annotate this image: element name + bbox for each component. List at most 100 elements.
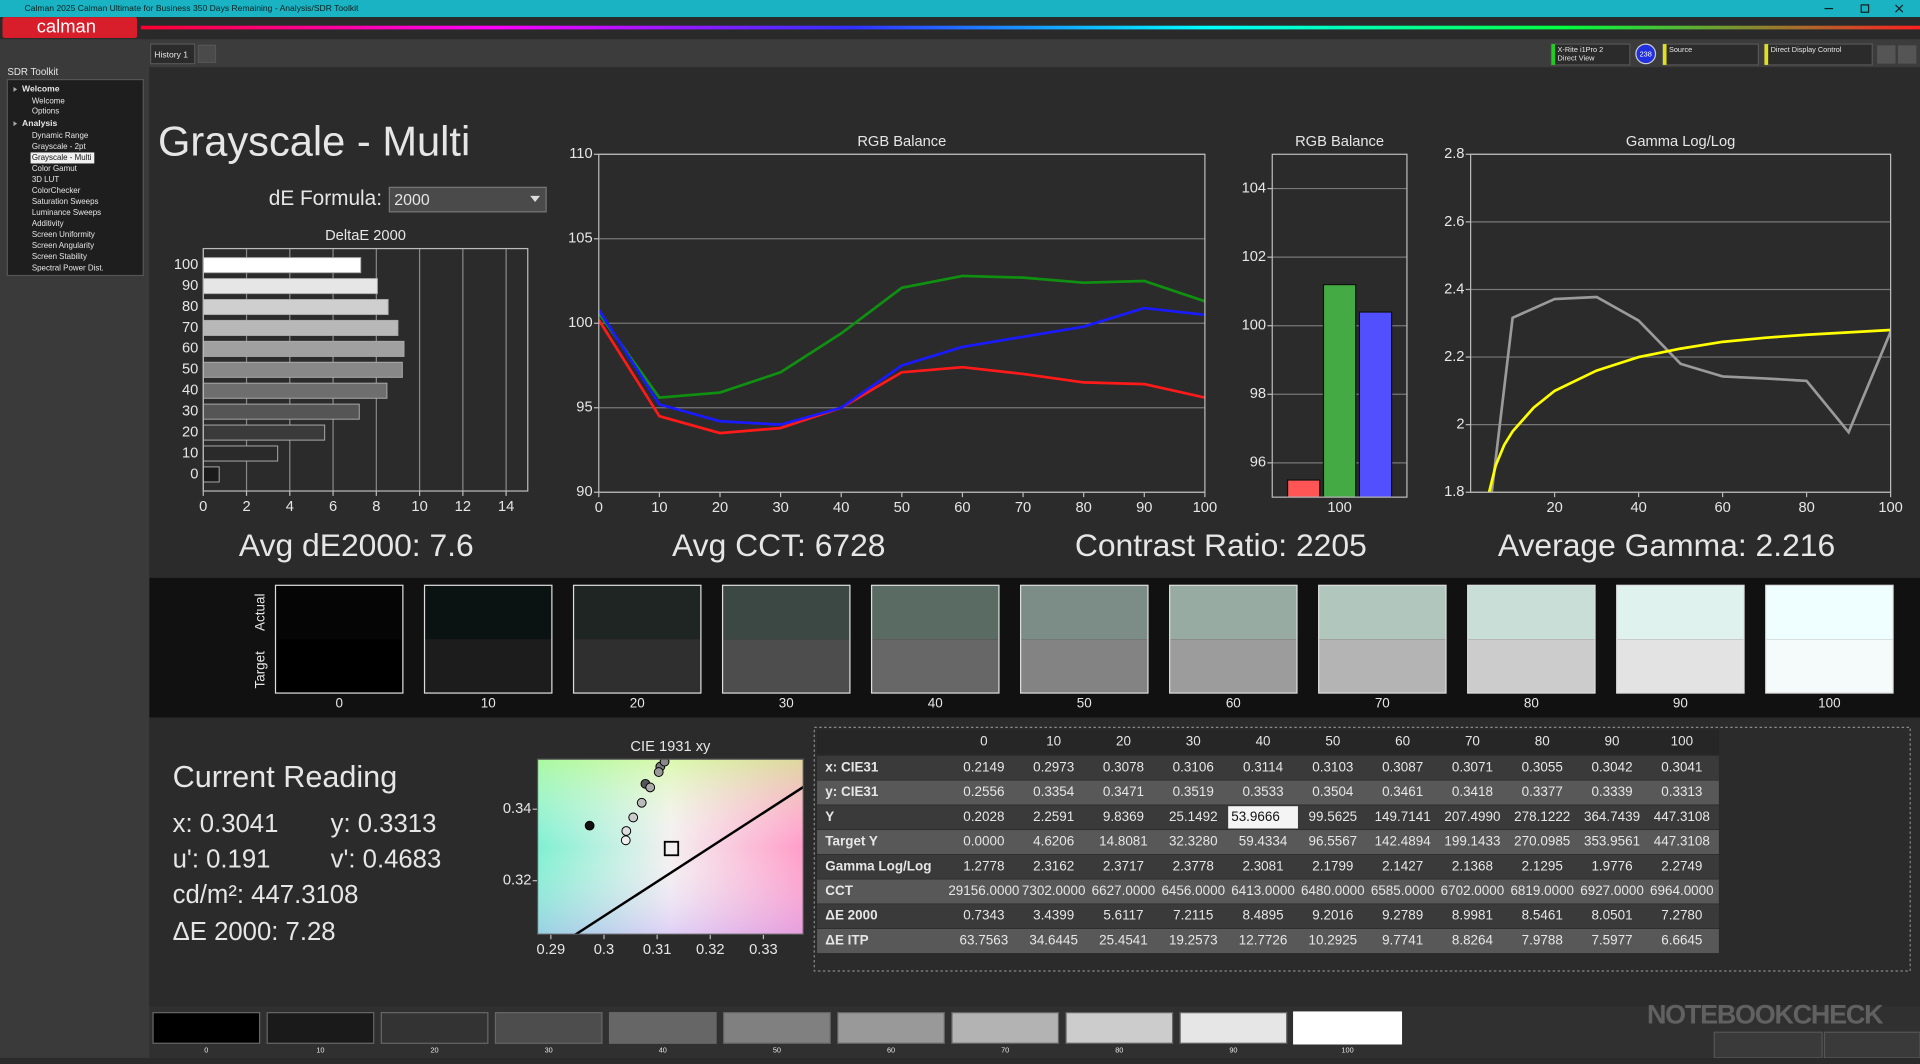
back-button[interactable] [1713, 1031, 1823, 1059]
logo-button[interactable] [2, 17, 138, 38]
tree-item[interactable]: ColorChecker [32, 186, 81, 195]
table-cell[interactable]: 34.6445 [1029, 932, 1078, 947]
table-cell[interactable]: 9.2789 [1382, 908, 1423, 923]
table-cell[interactable]: 8.8264 [1452, 932, 1494, 947]
table-cell[interactable]: 0.2149 [963, 759, 1004, 774]
table-cell[interactable]: 0.2973 [1033, 759, 1074, 774]
table-cell[interactable]: 207.4990 [1444, 809, 1500, 824]
table-cell[interactable]: 364.7439 [1584, 809, 1640, 824]
table-cell[interactable]: 2.2591 [1033, 809, 1074, 824]
tree-item[interactable]: Screen Uniformity [32, 230, 95, 239]
level-button[interactable] [1065, 1012, 1174, 1044]
table-cell[interactable]: 7302.0000 [1022, 883, 1086, 898]
level-button[interactable] [1293, 1011, 1403, 1045]
table-cell[interactable]: 0.3087 [1382, 759, 1423, 774]
tree-item[interactable]: Grayscale - 2pt [32, 142, 87, 151]
table-cell[interactable]: 0.3519 [1173, 784, 1214, 799]
meter-badge[interactable] [1635, 43, 1657, 65]
table-cell[interactable]: 447.3108 [1654, 834, 1710, 849]
table-cell[interactable]: 0.3055 [1522, 759, 1563, 774]
table-cell[interactable]: 7.5977 [1591, 932, 1632, 947]
level-button[interactable] [266, 1012, 375, 1044]
table-cell[interactable]: 0.3041 [1661, 759, 1702, 774]
table-cell[interactable]: 0.3114 [1243, 759, 1284, 774]
table-cell[interactable]: 96.5567 [1309, 834, 1358, 849]
level-button[interactable] [608, 1012, 717, 1044]
table-cell[interactable]: 2.1295 [1522, 858, 1563, 873]
table-cell[interactable]: 142.4894 [1375, 834, 1432, 849]
table-cell[interactable]: 9.8369 [1103, 809, 1144, 824]
table-cell[interactable]: 4.6206 [1033, 834, 1074, 849]
table-cell[interactable]: 0.2556 [963, 784, 1004, 799]
tree-item[interactable]: Grayscale - Multi [32, 153, 92, 162]
tree-item[interactable]: Additivity [32, 219, 64, 228]
table-cell[interactable]: 2.1368 [1452, 858, 1493, 873]
tree-item[interactable]: Spectral Power Dist. [32, 263, 104, 272]
table-cell[interactable]: 6480.0000 [1301, 883, 1365, 898]
table-cell[interactable]: 2.3081 [1242, 858, 1283, 873]
table-cell[interactable]: 32.3280 [1169, 834, 1218, 849]
table-cell[interactable]: 9.7741 [1382, 932, 1423, 947]
table-cell[interactable]: 9.2016 [1312, 908, 1353, 923]
table-cell[interactable]: 12.7726 [1239, 932, 1288, 947]
table-cell[interactable]: 0.3313 [1661, 784, 1702, 799]
table-cell[interactable]: 353.9561 [1584, 834, 1640, 849]
table-cell[interactable]: 19.2573 [1169, 932, 1218, 947]
tree-item[interactable]: Screen Stability [32, 252, 87, 261]
tree-item[interactable]: Dynamic Range [32, 131, 89, 140]
settings-button[interactable] [1877, 45, 1896, 64]
table-cell[interactable]: 6927.0000 [1580, 883, 1644, 898]
tree-item[interactable]: Options [32, 107, 59, 116]
table-cell[interactable]: 14.8081 [1099, 834, 1148, 849]
table-cell[interactable]: 0.3078 [1103, 759, 1144, 774]
table-cell[interactable]: 1.9776 [1591, 858, 1632, 873]
table-cell[interactable]: 10.2925 [1309, 932, 1358, 947]
table-cell[interactable]: 59.4334 [1239, 834, 1288, 849]
table-cell[interactable]: 1.2778 [963, 858, 1004, 873]
table-cell[interactable]: 8.5461 [1522, 908, 1563, 923]
table-cell[interactable]: 270.0985 [1514, 834, 1570, 849]
table-cell[interactable]: 29156.0000 [948, 883, 1019, 898]
table-cell[interactable]: 199.1433 [1444, 834, 1500, 849]
display-dropdown[interactable] [1763, 43, 1873, 66]
table-cell[interactable]: 8.0501 [1591, 908, 1632, 923]
table-cell[interactable]: 63.7563 [960, 932, 1009, 947]
level-button[interactable] [152, 1012, 261, 1044]
level-button[interactable] [837, 1012, 945, 1044]
table-cell[interactable]: 6627.0000 [1092, 883, 1156, 898]
tree-item[interactable]: Saturation Sweeps [32, 197, 99, 206]
table-cell[interactable]: 7.2780 [1661, 908, 1702, 923]
table-cell[interactable]: 2.2749 [1661, 858, 1702, 873]
table-cell[interactable]: 6413.0000 [1231, 883, 1295, 898]
table-cell[interactable]: 53.9666 [1231, 809, 1280, 824]
table-cell[interactable]: 149.7141 [1375, 809, 1431, 824]
tree-item[interactable]: Luminance Sweeps [32, 208, 101, 217]
table-cell[interactable]: 2.1427 [1382, 858, 1423, 873]
table-cell[interactable]: 0.3461 [1382, 784, 1423, 799]
meter-dropdown[interactable] [1550, 43, 1631, 66]
table-cell[interactable]: 2.3162 [1033, 858, 1074, 873]
next-button[interactable] [1823, 1031, 1920, 1059]
table-cell[interactable]: 0.3504 [1312, 784, 1354, 799]
formula-dropdown[interactable] [388, 186, 547, 213]
table-cell[interactable]: 2.3717 [1103, 858, 1144, 873]
tree-item[interactable]: 3D LUT [32, 175, 59, 184]
table-cell[interactable]: 6456.0000 [1161, 883, 1225, 898]
level-button[interactable] [494, 1012, 603, 1044]
table-cell[interactable]: 0.3103 [1312, 759, 1353, 774]
table-cell[interactable]: 6702.0000 [1441, 883, 1505, 898]
level-button[interactable] [723, 1012, 831, 1044]
table-cell[interactable]: 5.6117 [1103, 908, 1143, 923]
table-cell[interactable]: 0.3106 [1173, 759, 1214, 774]
table-cell[interactable]: 8.4895 [1242, 908, 1283, 923]
table-cell[interactable]: 447.3108 [1654, 809, 1710, 824]
table-cell[interactable]: 3.4399 [1033, 908, 1074, 923]
table-cell[interactable]: 0.3354 [1033, 784, 1075, 799]
table-cell[interactable]: 0.0000 [963, 834, 1004, 849]
tree-item[interactable]: Welcome [32, 97, 66, 106]
table-cell[interactable]: 6.6645 [1661, 932, 1702, 947]
table-cell[interactable]: 2.3778 [1173, 858, 1214, 873]
tab[interactable] [150, 43, 196, 65]
table-cell[interactable]: 7.9788 [1522, 932, 1563, 947]
level-button[interactable] [951, 1012, 1060, 1044]
